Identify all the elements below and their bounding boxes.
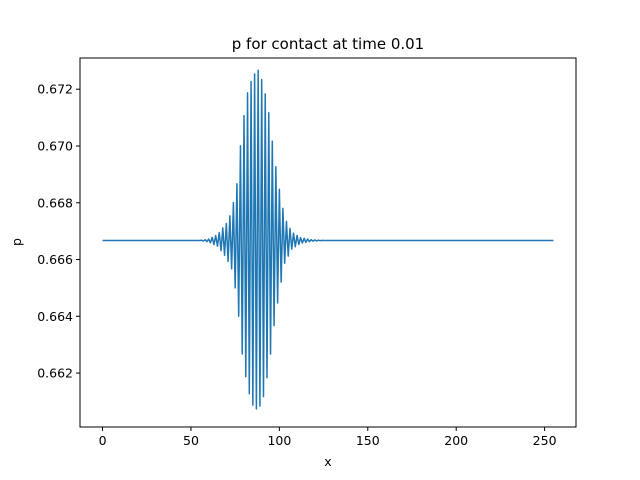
y-axis-label: p xyxy=(9,238,24,246)
y-tick-label: 0.670 xyxy=(37,138,73,153)
x-tick-label: 150 xyxy=(356,433,380,448)
x-axis-label: x xyxy=(324,454,331,469)
x-tick-label: 0 xyxy=(99,433,107,448)
series-line xyxy=(102,69,554,410)
axes-frame xyxy=(79,57,577,428)
y-tick-label: 0.664 xyxy=(37,309,73,324)
chart-title: p for contact at time 0.01 xyxy=(232,35,424,53)
y-tick-label: 0.666 xyxy=(37,252,73,267)
x-axis: 0 50 100 150 200 250 xyxy=(99,427,557,448)
y-tick-label: 0.662 xyxy=(37,366,73,381)
y-tick-label: 0.672 xyxy=(37,82,73,97)
x-tick-label: 100 xyxy=(267,433,291,448)
x-tick-label: 250 xyxy=(533,433,557,448)
x-tick-label: 200 xyxy=(444,433,468,448)
plot-area xyxy=(102,69,554,410)
x-tick-label: 50 xyxy=(183,433,199,448)
y-axis: 0.662 0.664 0.666 0.668 0.670 0.672 xyxy=(37,82,80,381)
y-tick-label: 0.668 xyxy=(37,195,73,210)
